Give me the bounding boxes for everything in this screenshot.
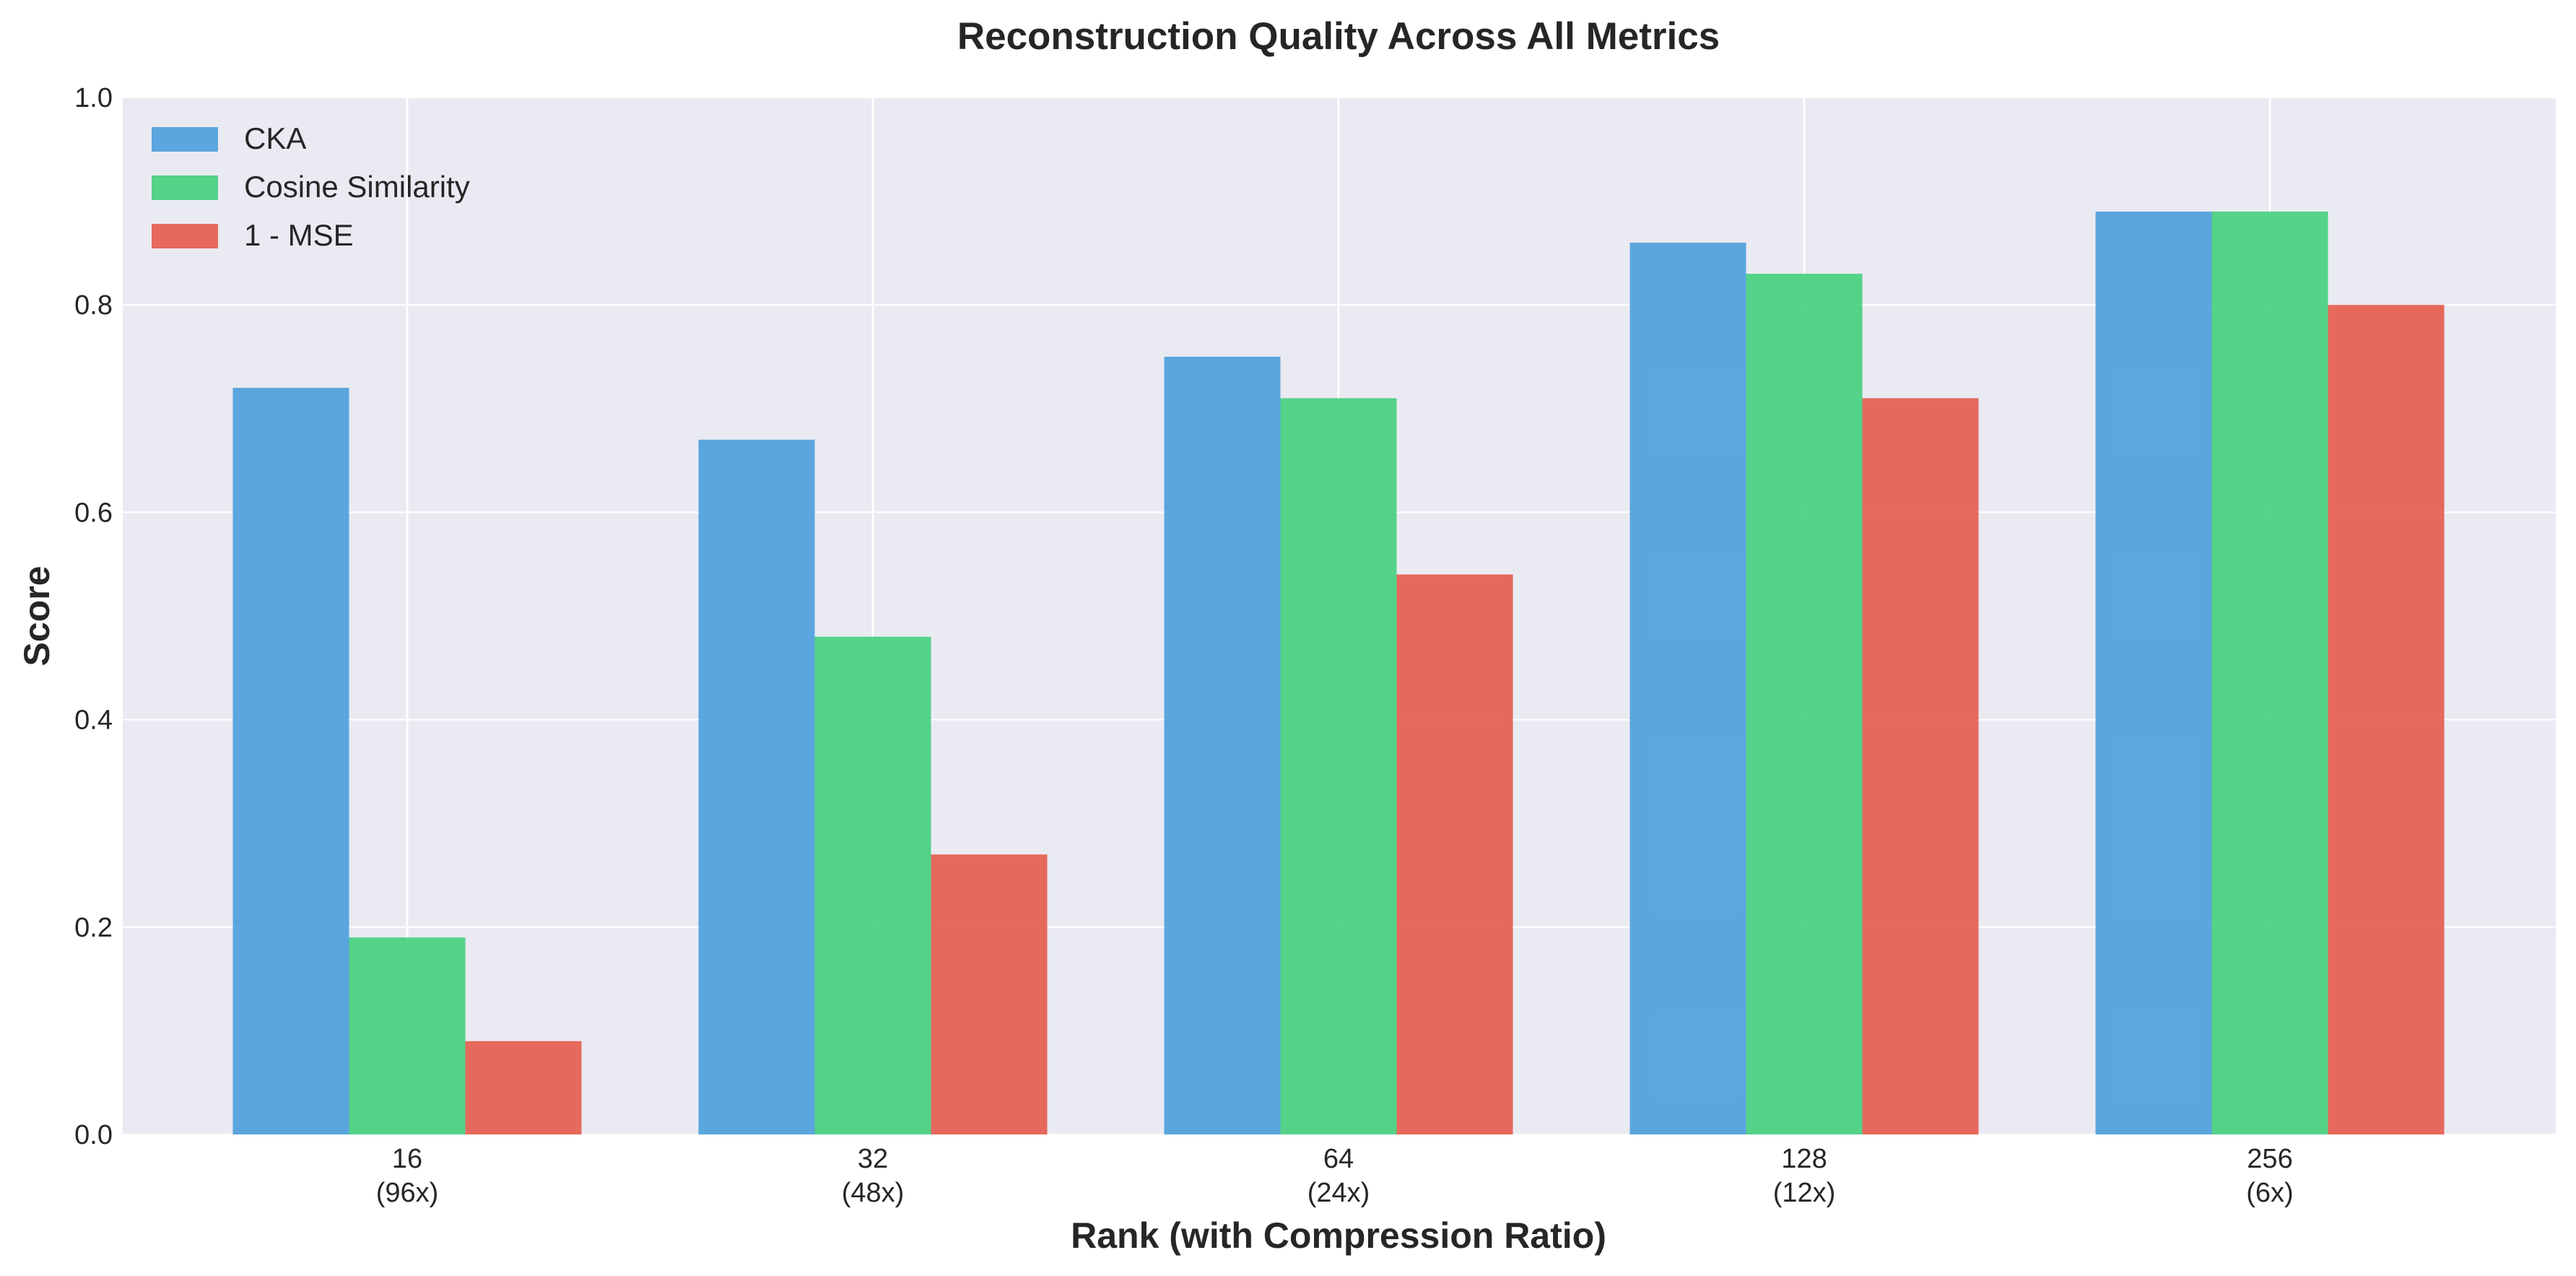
x-tick-ratio: (12x) xyxy=(1773,1178,1836,1208)
bar-cosine-similarity-128 xyxy=(1746,274,1863,1134)
y-tick-label: 0.2 xyxy=(74,913,113,943)
bar-1-mse-256 xyxy=(2328,305,2445,1135)
bar-cka-256 xyxy=(2095,211,2212,1135)
legend-swatch xyxy=(152,175,218,200)
x-ticks: 16 (96x) 32 (48x) 64 (24x) 128 (12x) 256 (6x) xyxy=(376,1144,2294,1208)
bar-cosine-similarity-16 xyxy=(349,937,466,1134)
x-tick-rank: 32 xyxy=(858,1144,888,1174)
bar-cosine-similarity-32 xyxy=(814,636,931,1134)
y-tick-label: 0.6 xyxy=(74,498,113,528)
bar-1-mse-128 xyxy=(1862,398,1979,1134)
x-tick-ratio: (6x) xyxy=(2246,1178,2293,1208)
bar-cka-128 xyxy=(1629,243,1746,1134)
legend-label: 1 - MSE xyxy=(244,218,354,252)
legend-swatch xyxy=(152,224,218,248)
x-tick-rank: 64 xyxy=(1323,1144,1354,1174)
y-tick-label: 0.4 xyxy=(74,706,113,736)
x-axis-label: Rank (with Compression Ratio) xyxy=(1071,1215,1606,1256)
x-tick-ratio: (48x) xyxy=(842,1178,905,1208)
bar-cka-32 xyxy=(698,439,815,1134)
bar-cosine-similarity-256 xyxy=(2211,211,2328,1135)
chart-title: Reconstruction Quality Across All Metric… xyxy=(957,15,1720,58)
y-ticks: 0.0 0.2 0.4 0.6 0.8 1.0 xyxy=(74,83,113,1150)
bar-1-mse-32 xyxy=(931,854,1048,1134)
x-tick-ratio: (24x) xyxy=(1307,1178,1370,1208)
bar-cka-64 xyxy=(1164,357,1281,1134)
bar-1-mse-64 xyxy=(1396,574,1513,1134)
legend-label: CKA xyxy=(244,121,306,155)
legend-label: Cosine Similarity xyxy=(244,170,470,204)
y-tick-label: 0.0 xyxy=(74,1120,113,1150)
y-tick-label: 1.0 xyxy=(74,83,113,113)
x-tick-rank: 16 xyxy=(392,1144,422,1174)
x-tick-rank: 256 xyxy=(2247,1144,2292,1174)
x-tick-ratio: (96x) xyxy=(376,1178,439,1208)
y-tick-label: 0.8 xyxy=(74,290,113,321)
bar-1-mse-16 xyxy=(465,1041,582,1134)
bar-cka-16 xyxy=(232,388,349,1134)
legend-swatch xyxy=(152,127,218,152)
y-axis-label: Score xyxy=(17,566,57,667)
bars xyxy=(232,211,2445,1135)
x-tick-rank: 128 xyxy=(1781,1144,1827,1174)
legend: CKA Cosine Similarity 1 - MSE xyxy=(152,121,470,252)
bar-cosine-similarity-64 xyxy=(1280,398,1397,1134)
